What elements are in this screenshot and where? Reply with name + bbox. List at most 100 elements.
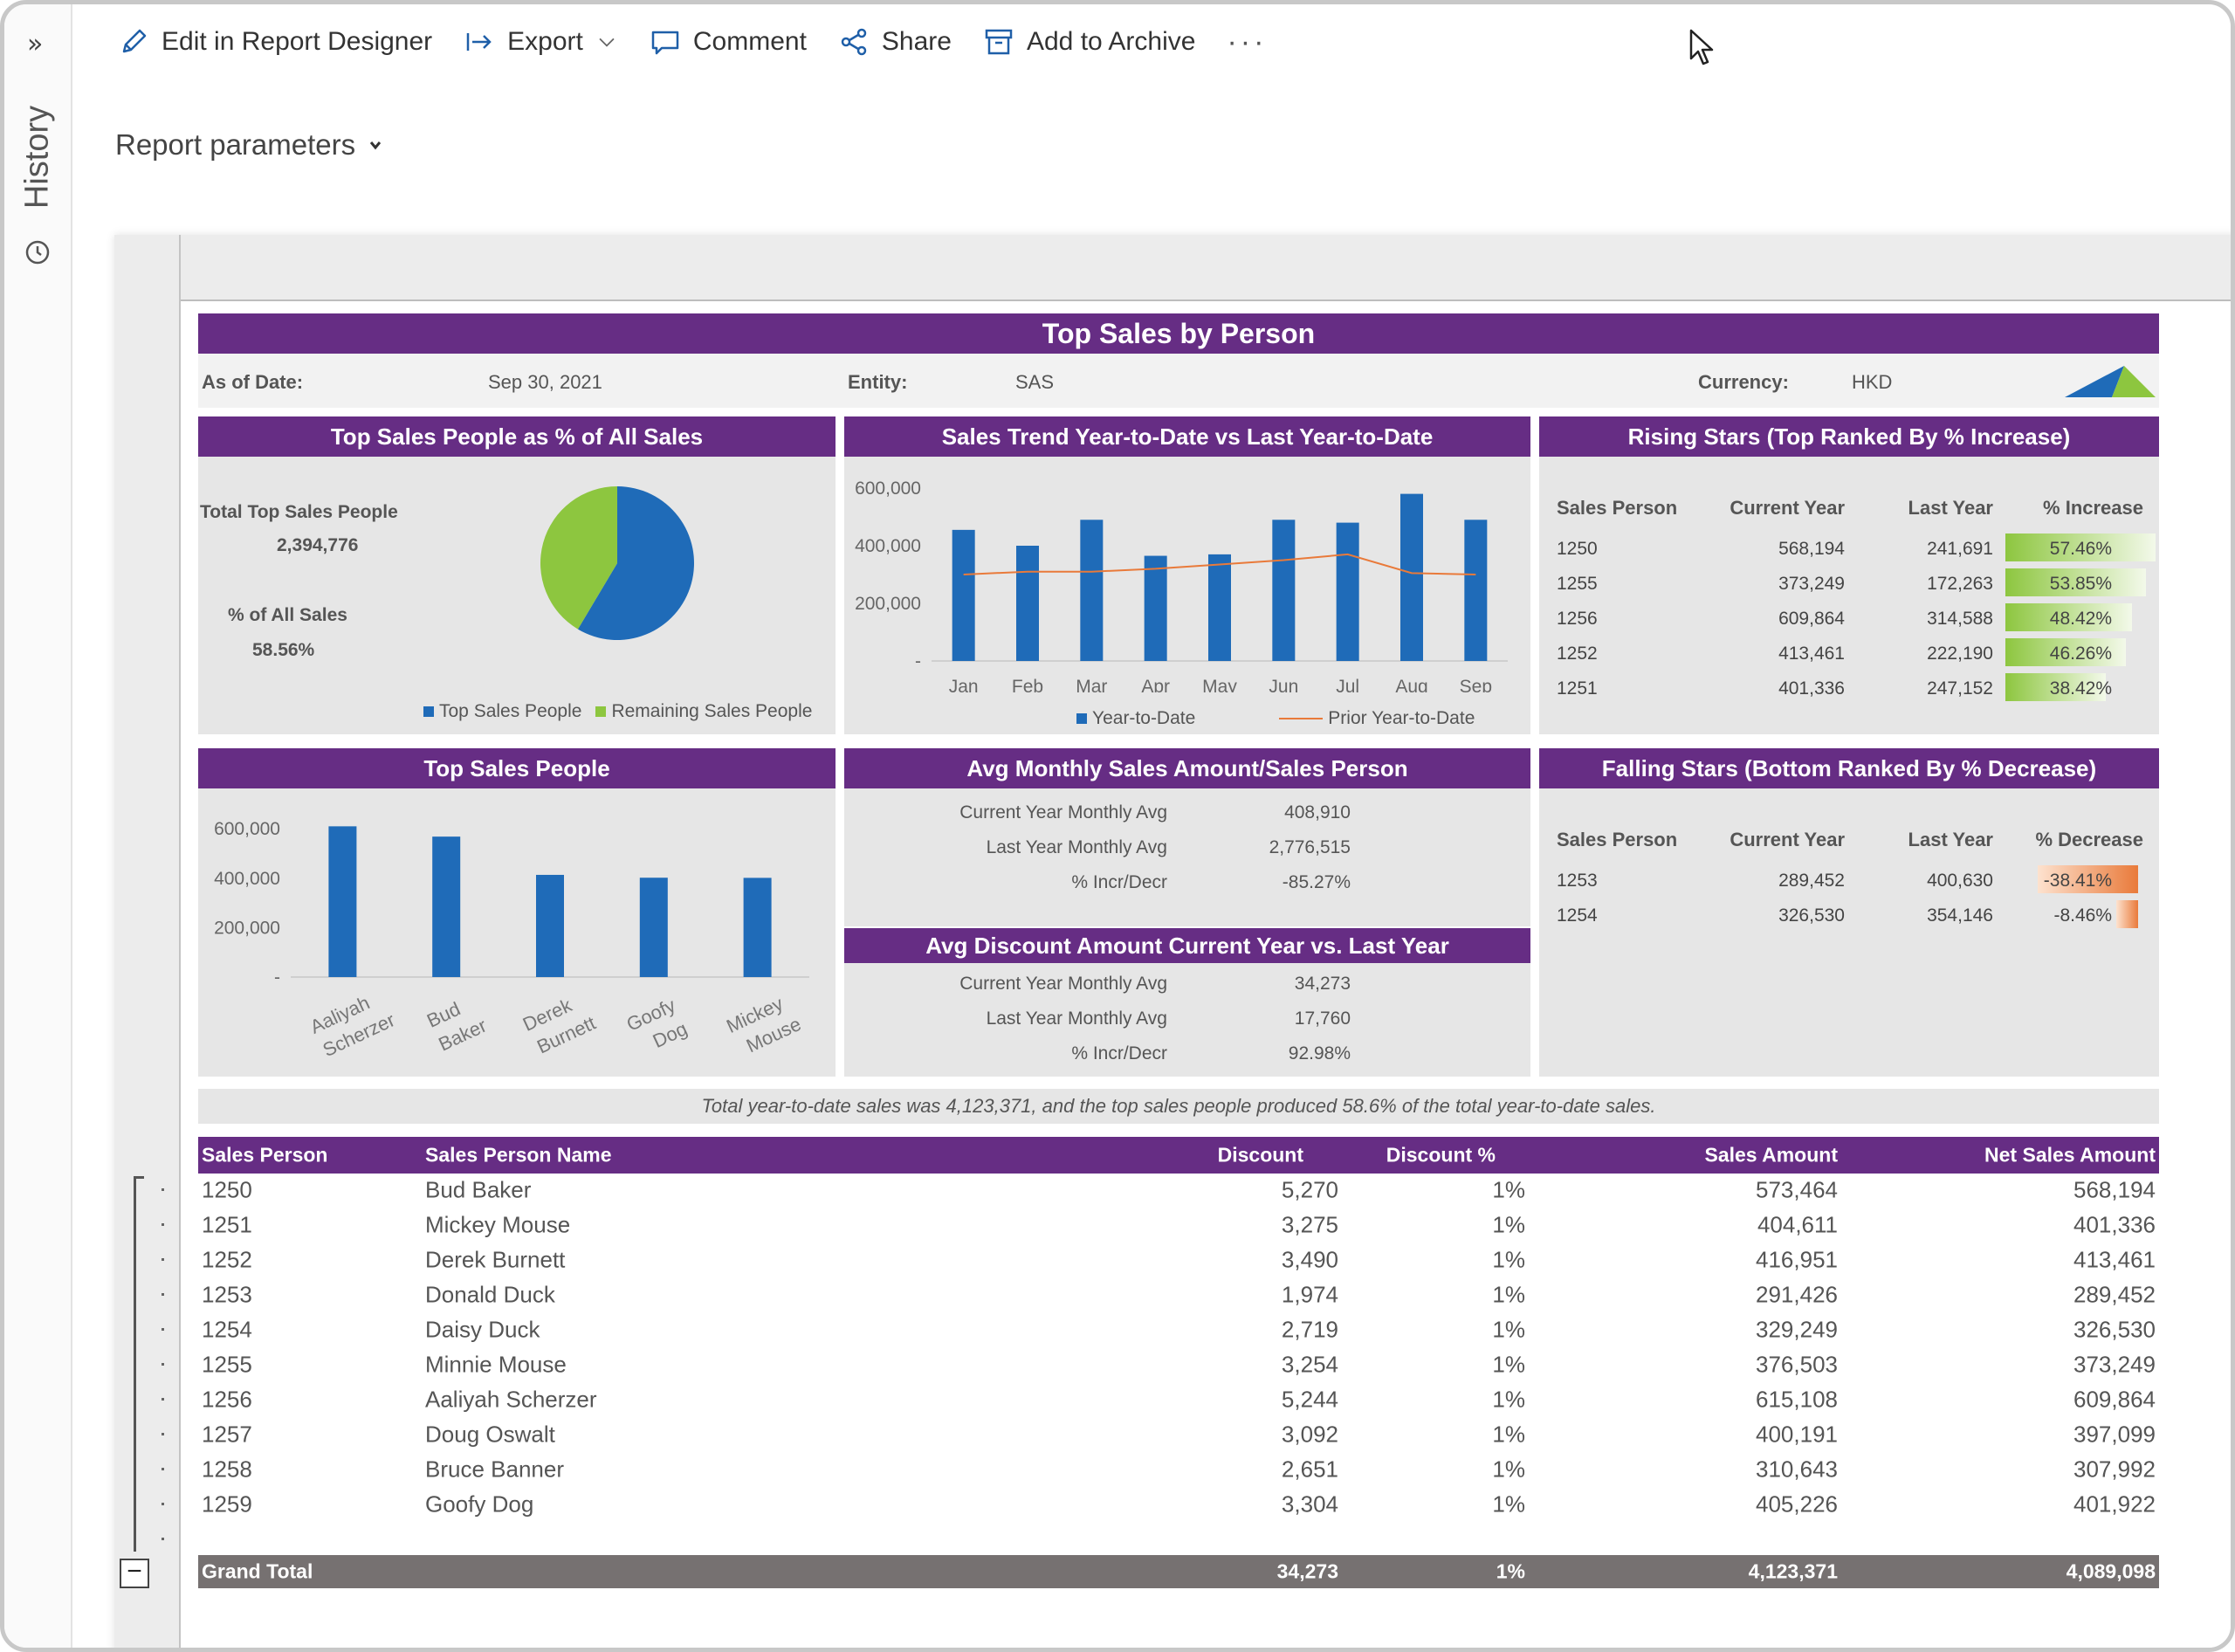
bar <box>1016 546 1039 661</box>
cell-discount-pct: 1% <box>1492 1176 1525 1203</box>
rising-header-3: % Increase <box>2043 497 2143 519</box>
trend-legend: Year-to-Date Prior Year-to-Date <box>1076 708 1475 729</box>
x-tick-label: Jul <box>1336 677 1359 692</box>
y-tick-label: 200,000 <box>855 594 921 614</box>
cell-discount-pct: 1% <box>1492 1316 1525 1343</box>
falling-cell: -38.41% <box>2043 871 2112 891</box>
cell-name: Goofy Dog <box>425 1490 534 1518</box>
row-marker-dot <box>162 1223 164 1226</box>
x-tick-label: MickeyMouse <box>723 989 804 1061</box>
detail-table-header: Sales Person Sales Person Name Discount … <box>198 1137 2159 1174</box>
falling-stars-panel: Falling Stars (Bottom Ranked By % Decrea… <box>1539 748 2159 1077</box>
toolbar: Edit in Report Designer Export Comment S… <box>118 20 1298 64</box>
legend-prior-ytd: Prior Year-to-Date <box>1328 708 1475 728</box>
row-marker-dot <box>162 1503 164 1505</box>
cell-sales-person: 1250 <box>202 1176 252 1203</box>
cell-sales-amount: 416,951 <box>1756 1246 1838 1273</box>
rising-cell: 413,461 <box>1778 644 1845 664</box>
comment-button[interactable]: Comment <box>650 26 807 58</box>
total-top-sales-value: 2,394,776 <box>277 535 359 555</box>
cell-sales-person: 1253 <box>202 1281 252 1308</box>
cell-discount-pct: 1% <box>1492 1211 1525 1238</box>
falling-cell: 1253 <box>1557 871 1598 891</box>
rising-cell: 48.42% <box>2049 609 2112 629</box>
caret-down-icon <box>369 141 382 150</box>
prior-ytd-line <box>963 553 1476 575</box>
more-options-button[interactable]: ··· <box>1227 24 1268 59</box>
rising-cell: 247,152 <box>1927 678 1993 699</box>
share-button[interactable]: Share <box>838 26 952 58</box>
cell-discount: 2,651 <box>1281 1456 1338 1483</box>
cell-discount-pct: 1% <box>1492 1246 1525 1273</box>
total-top-sales-label: Total Top Sales People <box>200 502 398 522</box>
table-row: 1256 Aaliyah Scherzer 5,244 1% 615,108 609,86… <box>198 1382 2159 1417</box>
cell-sales-amount: 291,426 <box>1756 1281 1838 1308</box>
cell-discount: 5,244 <box>1281 1386 1338 1413</box>
expand-rail-icon[interactable]: » <box>27 29 44 59</box>
bar <box>432 836 461 977</box>
falling-stars-title: Falling Stars (Bottom Ranked By % Decrea… <box>1539 748 2159 788</box>
cell-net-sales: 397,099 <box>2073 1421 2156 1448</box>
cell-discount-pct: 1% <box>1492 1386 1525 1413</box>
cell-net-sales: 401,922 <box>2073 1490 2156 1518</box>
y-tick-label: 600,000 <box>214 819 280 839</box>
x-tick-label: Aug <box>1395 677 1427 692</box>
rising-cell: 1250 <box>1557 539 1598 559</box>
pie-panel: Top Sales People as % of All Sales Total… <box>198 416 836 734</box>
falling-header-2: Last Year <box>1908 829 1993 850</box>
edit-in-report-designer-button[interactable]: Edit in Report Designer <box>118 26 432 58</box>
export-button[interactable]: Export <box>464 26 618 58</box>
cell-name: Doug Oswalt <box>425 1421 555 1448</box>
cell-discount: 3,490 <box>1281 1246 1338 1273</box>
grand-total-row: Grand Total 34,273 1% 4,123,371 4,089,09… <box>198 1555 2159 1588</box>
falling-header-0: Sales Person <box>1557 829 1678 850</box>
x-tick-label: AaliyahScherzer <box>306 985 398 1062</box>
cell-name: Daisy Duck <box>425 1316 540 1343</box>
rising-cell: 401,336 <box>1778 678 1845 699</box>
viewer-header-bar <box>114 235 2231 301</box>
rising-bar <box>2005 568 2147 596</box>
rising-cell: 1256 <box>1557 609 1598 629</box>
x-tick-label: Apr <box>1141 677 1170 692</box>
cell-net-sales: 326,530 <box>2073 1316 2156 1343</box>
add-to-archive-button[interactable]: Add to Archive <box>983 26 1195 58</box>
viewer-row-gutter <box>114 235 181 1648</box>
legend-remaining-sales: Remaining Sales People <box>611 701 813 721</box>
y-tick-label: 400,000 <box>214 869 280 889</box>
x-tick-label: GoofyDog <box>623 994 691 1059</box>
falling-cell: -8.46% <box>2053 905 2112 926</box>
clock-icon[interactable] <box>24 238 52 266</box>
bar <box>1400 493 1423 661</box>
avg-label: Last Year Monthly Avg <box>986 837 1167 857</box>
grand-total-sales-amount: 4,123,371 <box>1748 1559 1838 1583</box>
cell-discount-pct: 1% <box>1492 1351 1525 1378</box>
bar <box>536 874 564 977</box>
discount-label: Current Year Monthly Avg <box>959 974 1167 994</box>
entity-value: SAS <box>1015 371 1055 393</box>
avg-value: 2,776,515 <box>1269 837 1351 857</box>
report-parameters-toggle[interactable]: Report parameters <box>115 128 383 162</box>
cell-sales-amount: 404,611 <box>1757 1211 1838 1238</box>
falling-cell: 1254 <box>1557 905 1598 926</box>
grand-total-discount-pct: 1% <box>1496 1559 1525 1583</box>
falling-bar <box>2038 865 2138 893</box>
cell-discount-pct: 1% <box>1492 1490 1525 1518</box>
falling-cell: 326,530 <box>1778 905 1845 926</box>
bar <box>1272 520 1296 661</box>
cell-sales-person: 1257 <box>202 1421 252 1448</box>
rising-header-2: Last Year <box>1908 497 1993 519</box>
falling-header-3: % Decrease <box>2035 829 2143 850</box>
row-marker-dot <box>162 1433 164 1435</box>
cell-sales-amount: 310,643 <box>1756 1456 1838 1483</box>
collapse-group-button[interactable]: − <box>120 1559 149 1588</box>
pencil-icon <box>122 29 147 53</box>
history-tab[interactable]: History <box>11 92 64 223</box>
rising-cell: 1252 <box>1557 644 1598 664</box>
cell-name: Bruce Banner <box>425 1456 564 1483</box>
cell-name: Derek Burnett <box>425 1246 566 1273</box>
legend-swatch-top <box>423 706 434 717</box>
avg-discount-title: Avg Discount Amount Current Year vs. Las… <box>844 928 1530 963</box>
pct-all-sales-label: % of All Sales <box>228 605 347 625</box>
top-sales-people-panel: Top Sales People 600,000 400,000 200,000 - A… <box>198 748 836 1077</box>
pie-slice-1 <box>540 486 617 630</box>
